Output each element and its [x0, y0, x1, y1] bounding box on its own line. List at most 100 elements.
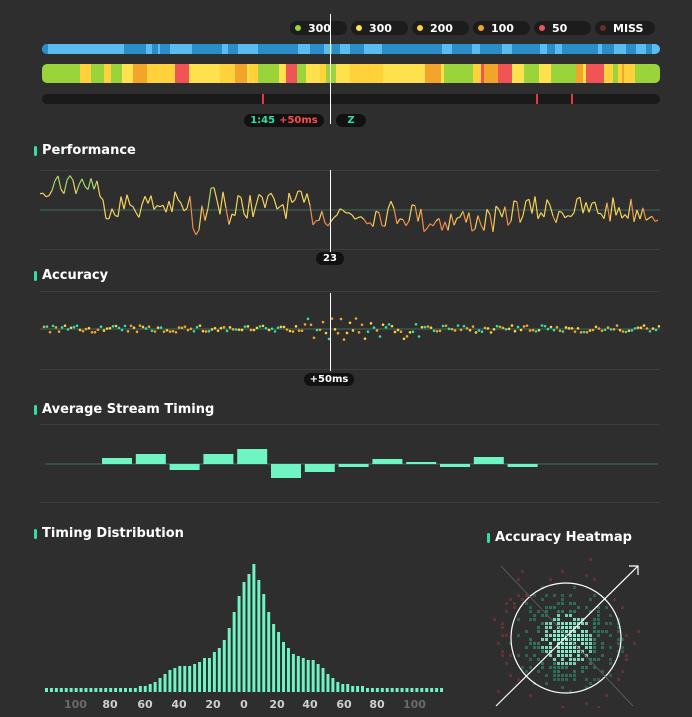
- heatmap-cell: [557, 638, 560, 641]
- heatmap-cell: [553, 594, 556, 597]
- heatmap-cell: [561, 686, 564, 689]
- distribution-bar: [440, 688, 444, 692]
- accuracy-point: [204, 330, 208, 333]
- judgement-segment: [122, 64, 133, 83]
- performance-segment: [249, 195, 254, 217]
- performance-segment: [300, 191, 305, 203]
- performance-segment: [255, 194, 260, 206]
- performance-segment: [273, 198, 278, 210]
- heatmap-cell: [593, 578, 596, 581]
- heatmap-cell: [573, 658, 576, 661]
- accuracy-point: [162, 330, 166, 333]
- accuracy-point: [135, 330, 139, 334]
- heatmap-cell: [573, 674, 576, 677]
- distribution-bar: [178, 666, 182, 692]
- performance-segment: [189, 196, 194, 229]
- performance-segment: [405, 220, 410, 227]
- accuracy-point: [456, 324, 460, 327]
- distribution-bar: [203, 658, 206, 692]
- section-marker: [34, 404, 37, 415]
- accuracy-point: [63, 324, 67, 328]
- performance-segment: [150, 195, 155, 210]
- accuracy-point: [210, 328, 214, 331]
- accuracy-point: [564, 326, 568, 329]
- performance-graph[interactable]: [39, 165, 660, 255]
- heatmap-cell: [525, 670, 528, 673]
- heatmap-cell: [589, 646, 592, 649]
- strip-segment: [480, 44, 502, 54]
- heatmap-cell: [505, 610, 508, 613]
- heatmap-cell: [561, 610, 564, 613]
- accuracy-point: [354, 317, 358, 320]
- performance-segment: [78, 178, 83, 185]
- timeline-cursor[interactable]: [330, 14, 331, 124]
- performance-segment: [96, 180, 101, 197]
- distribution-bar: [119, 688, 123, 692]
- miss-strip[interactable]: [42, 94, 660, 104]
- accuracy-point: [369, 322, 373, 325]
- distribution-bar: [69, 688, 73, 692]
- heatmap-cell: [561, 662, 564, 665]
- heatmap-cell: [609, 658, 612, 661]
- heatmap-cell: [545, 610, 548, 613]
- accuracy-point: [507, 327, 511, 331]
- accuracy-point: [309, 323, 313, 327]
- accuracy-point: [333, 328, 337, 331]
- distribution-bar: [45, 688, 48, 692]
- distribution-bar: [153, 682, 157, 692]
- heatmap-cell: [589, 642, 592, 645]
- accuracy-point: [279, 325, 283, 329]
- accuracy-graph[interactable]: [40, 291, 661, 371]
- heatmap-cell: [577, 626, 580, 629]
- accuracy-point: [87, 326, 91, 330]
- accuracy-point: [486, 327, 490, 330]
- judgement-segment: [265, 64, 279, 83]
- accuracy-point: [618, 328, 622, 332]
- strip-segment: [258, 44, 298, 54]
- heatmap-cell: [557, 666, 560, 669]
- accuracy-point: [78, 328, 82, 332]
- judgement-segment: [425, 64, 438, 83]
- heatmap-cell: [557, 634, 560, 637]
- judgement-strip[interactable]: [42, 64, 660, 83]
- heatmap-cell: [553, 634, 556, 637]
- heatmap-cell: [533, 646, 536, 649]
- accuracy-point: [627, 329, 631, 333]
- legend-dot: [539, 25, 545, 31]
- accuracy-point: [636, 326, 640, 329]
- heatmap-cell: [541, 666, 544, 669]
- judgement-segment: [279, 64, 286, 83]
- performance-segment: [456, 216, 461, 219]
- heatmap-cell: [573, 638, 576, 641]
- heatmap-cell: [513, 602, 516, 605]
- performance-segment: [528, 199, 533, 214]
- heatmap-cell: [597, 606, 600, 609]
- performance-segment: [615, 207, 620, 216]
- performance-segment: [234, 195, 239, 216]
- accuracy-cursor[interactable]: [330, 293, 331, 371]
- distribution-bar: [64, 688, 68, 692]
- accuracy-point: [126, 330, 130, 333]
- heatmap-cell: [565, 646, 568, 649]
- accuracy-point: [90, 330, 94, 334]
- distribution-bar: [306, 660, 310, 692]
- performance-segment: [48, 190, 53, 197]
- performance-segment: [567, 215, 572, 218]
- heatmap-cell: [517, 594, 520, 597]
- accuracy-point: [360, 323, 364, 327]
- strip-segment: [332, 44, 340, 54]
- heatmap-cell: [553, 658, 556, 661]
- performance-segment: [132, 206, 137, 213]
- stream-timing-bar: [440, 464, 470, 467]
- distribution-bar: [183, 666, 187, 692]
- timeline-strip-blue[interactable]: [42, 44, 660, 54]
- heatmap-cell: [573, 634, 576, 637]
- stream-timing-bar: [507, 464, 538, 467]
- heatmap-cell: [541, 638, 544, 641]
- performance-segment: [81, 178, 86, 187]
- performance-cursor[interactable]: [330, 170, 331, 256]
- heatmap-cell: [609, 674, 612, 677]
- accuracy-point: [246, 325, 250, 328]
- grid-line: [40, 369, 660, 370]
- heatmap-cell: [549, 654, 552, 657]
